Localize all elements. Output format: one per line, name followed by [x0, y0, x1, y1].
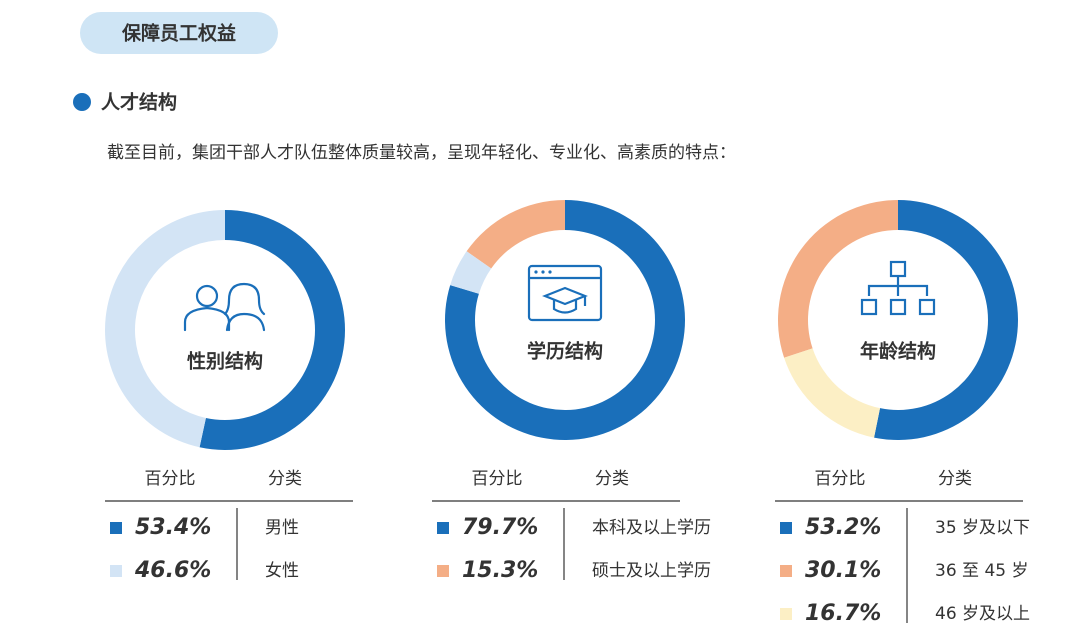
badge: 保障员工权益: [121, 22, 236, 45]
donut-segment: [450, 251, 492, 294]
icon-part: [860, 298, 878, 316]
icon-part: [225, 312, 266, 332]
icon-part: [867, 276, 929, 296]
table-header: 分类: [595, 469, 629, 489]
legend-swatch: [780, 565, 792, 577]
icon: [527, 264, 603, 322]
icon: [860, 260, 936, 316]
value-label: 53.4%: [135, 515, 211, 540]
category-label: 35 岁及以下: [935, 518, 1030, 538]
legend-swatch: [780, 522, 792, 534]
icon-part: [548, 270, 552, 274]
icon-part: [918, 298, 936, 316]
donut-segment: [199, 210, 345, 450]
legend-swatch: [437, 565, 449, 577]
legend-swatch: [110, 565, 122, 577]
table-header: 百分比: [145, 469, 196, 489]
bullet: [73, 93, 91, 111]
value-label: 53.2%: [805, 515, 881, 540]
icon-part: [534, 270, 538, 274]
description: 截至目前，集团干部人才队伍整体质量较高，呈现年轻化、专业化、高素质的特点：: [107, 143, 736, 163]
icon-part: [195, 284, 219, 308]
icon-part: [527, 264, 603, 322]
table-header: 分类: [268, 469, 302, 489]
category-label: 男性: [265, 518, 299, 538]
value-label: 30.1%: [805, 558, 881, 583]
table-header: 分类: [938, 469, 972, 489]
value-label: 15.3%: [462, 558, 538, 583]
value-label: 46.6%: [134, 558, 211, 583]
category-label: 女性: [265, 561, 299, 581]
donut-title: 年龄结构: [860, 340, 936, 363]
category-label: 46 岁及以上: [935, 604, 1030, 624]
donut-segment: [104, 210, 225, 448]
legend-swatch: [437, 522, 449, 534]
donut-title: 性别结构: [187, 350, 263, 373]
value-label: 79.7%: [462, 515, 538, 540]
donut-segment: [874, 200, 1018, 440]
icon-part: [889, 260, 907, 278]
icon-part: [542, 286, 588, 314]
icon-part: [183, 306, 231, 332]
donut-title: 学历结构: [527, 340, 603, 363]
icon-part: [889, 298, 907, 316]
icon-part: [223, 282, 266, 316]
badge-bg: [80, 12, 278, 54]
section-title: 人才结构: [101, 91, 177, 114]
category-label: 36 至 45 岁: [935, 561, 1028, 581]
table-header: 百分比: [815, 469, 866, 489]
legend-swatch: [780, 608, 792, 620]
donut-segment: [777, 200, 898, 358]
table-header: 百分比: [472, 469, 523, 489]
icon: [183, 282, 266, 332]
donut-segment: [784, 348, 881, 438]
value-label: 16.7%: [805, 601, 881, 626]
legend-swatch: [110, 522, 122, 534]
donut-segment: [466, 200, 565, 269]
category-label: 硕士及以上学历: [592, 561, 711, 581]
icon-part: [541, 270, 545, 274]
category-label: 本科及以上学历: [592, 518, 711, 538]
